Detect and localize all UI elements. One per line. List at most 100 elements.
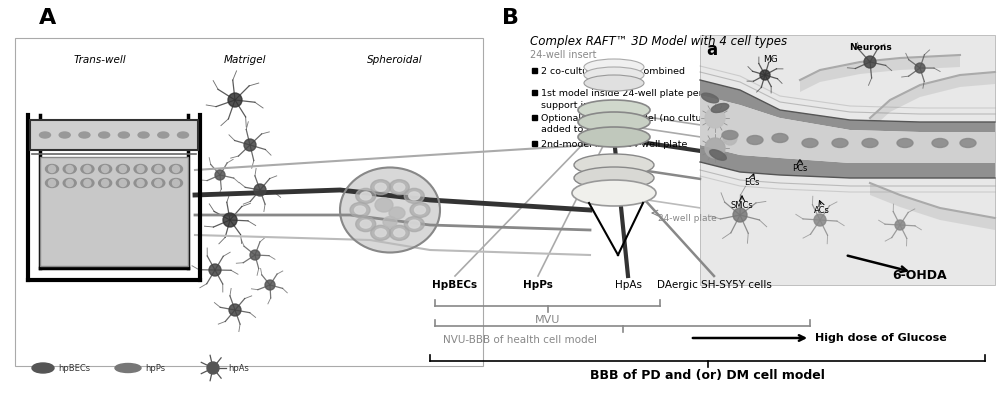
- Text: hpBECs: hpBECs: [58, 364, 90, 373]
- Ellipse shape: [170, 178, 182, 188]
- Ellipse shape: [158, 132, 169, 138]
- Text: Complex RAFT™ 3D Model with 4 cell types: Complex RAFT™ 3D Model with 4 cell types: [530, 36, 787, 49]
- Circle shape: [265, 280, 275, 290]
- Circle shape: [228, 93, 242, 107]
- Text: DAergic SH-SY5Y cells: DAergic SH-SY5Y cells: [657, 280, 771, 290]
- Ellipse shape: [389, 180, 409, 195]
- Ellipse shape: [99, 164, 112, 173]
- Ellipse shape: [360, 220, 371, 228]
- Ellipse shape: [415, 206, 426, 214]
- Bar: [532, 115, 537, 120]
- Ellipse shape: [59, 132, 70, 138]
- Circle shape: [119, 180, 126, 186]
- Ellipse shape: [410, 203, 430, 217]
- Ellipse shape: [409, 220, 420, 228]
- Ellipse shape: [409, 192, 420, 200]
- Ellipse shape: [578, 127, 650, 147]
- Circle shape: [155, 166, 162, 173]
- Ellipse shape: [772, 134, 788, 142]
- Text: ACs: ACs: [814, 205, 830, 215]
- Ellipse shape: [389, 207, 405, 219]
- Text: BBB of PD and (or) DM cell model: BBB of PD and (or) DM cell model: [590, 369, 825, 382]
- Text: NVU-BBB of health cell model: NVU-BBB of health cell model: [443, 335, 597, 345]
- Ellipse shape: [375, 198, 393, 212]
- Ellipse shape: [63, 164, 76, 173]
- Text: 2nd-model inside 24-well plate: 2nd-model inside 24-well plate: [541, 139, 687, 149]
- Ellipse shape: [389, 225, 409, 240]
- Bar: [15, 38, 483, 366]
- Circle shape: [66, 166, 73, 173]
- Ellipse shape: [832, 139, 848, 147]
- Ellipse shape: [375, 183, 386, 191]
- Ellipse shape: [134, 178, 147, 188]
- Text: Matrigel: Matrigel: [224, 55, 266, 65]
- Bar: [532, 68, 537, 73]
- Circle shape: [173, 180, 180, 186]
- Circle shape: [733, 208, 747, 222]
- Circle shape: [864, 56, 876, 68]
- Ellipse shape: [394, 229, 405, 237]
- Circle shape: [48, 166, 56, 173]
- Ellipse shape: [356, 188, 376, 203]
- Ellipse shape: [802, 139, 818, 147]
- Circle shape: [705, 138, 725, 158]
- Ellipse shape: [81, 178, 94, 188]
- Circle shape: [102, 180, 109, 186]
- Polygon shape: [870, 183, 995, 230]
- Ellipse shape: [383, 217, 397, 227]
- Ellipse shape: [584, 67, 644, 83]
- Circle shape: [66, 180, 73, 186]
- Ellipse shape: [134, 164, 147, 173]
- Text: Trans-well: Trans-well: [74, 55, 126, 65]
- Bar: [532, 141, 537, 146]
- Circle shape: [102, 166, 109, 173]
- Circle shape: [137, 180, 144, 186]
- Circle shape: [244, 139, 256, 151]
- Ellipse shape: [404, 217, 424, 232]
- Circle shape: [84, 180, 91, 186]
- Circle shape: [250, 250, 260, 260]
- Ellipse shape: [116, 178, 129, 188]
- Circle shape: [223, 213, 237, 227]
- Ellipse shape: [572, 180, 656, 206]
- Ellipse shape: [81, 164, 94, 173]
- Ellipse shape: [152, 178, 165, 188]
- Circle shape: [84, 166, 91, 173]
- Ellipse shape: [574, 154, 654, 176]
- Circle shape: [48, 180, 56, 186]
- Ellipse shape: [354, 206, 366, 214]
- Polygon shape: [800, 55, 960, 92]
- Text: ECs: ECs: [744, 178, 760, 186]
- Text: 6-OHDA: 6-OHDA: [893, 269, 947, 281]
- Text: added to insert): added to insert): [541, 124, 617, 134]
- Polygon shape: [700, 80, 995, 132]
- Bar: [700, 35, 995, 285]
- Ellipse shape: [170, 164, 182, 173]
- Circle shape: [915, 63, 925, 73]
- Ellipse shape: [375, 229, 386, 237]
- Ellipse shape: [138, 132, 149, 138]
- Text: SMCs: SMCs: [731, 200, 753, 210]
- Text: Neurons: Neurons: [849, 44, 891, 53]
- Text: A: A: [39, 8, 57, 28]
- Ellipse shape: [116, 164, 129, 173]
- Text: MVU: MVU: [535, 315, 560, 325]
- Text: Spheroidal: Spheroidal: [367, 55, 423, 65]
- FancyBboxPatch shape: [30, 120, 198, 150]
- Circle shape: [173, 166, 180, 173]
- Text: 1st model inside 24-well plate permeable: 1st model inside 24-well plate permeable: [541, 90, 738, 98]
- Polygon shape: [700, 95, 995, 163]
- Ellipse shape: [897, 139, 913, 147]
- Ellipse shape: [960, 139, 976, 147]
- Circle shape: [119, 166, 126, 173]
- Text: HpPs: HpPs: [523, 280, 553, 290]
- Ellipse shape: [79, 132, 90, 138]
- Text: 24-well plate: 24-well plate: [658, 213, 717, 222]
- Ellipse shape: [360, 192, 371, 200]
- Ellipse shape: [371, 180, 391, 195]
- Ellipse shape: [574, 167, 654, 189]
- Ellipse shape: [722, 130, 738, 139]
- Ellipse shape: [747, 136, 763, 144]
- Ellipse shape: [578, 112, 650, 132]
- Circle shape: [723, 131, 737, 145]
